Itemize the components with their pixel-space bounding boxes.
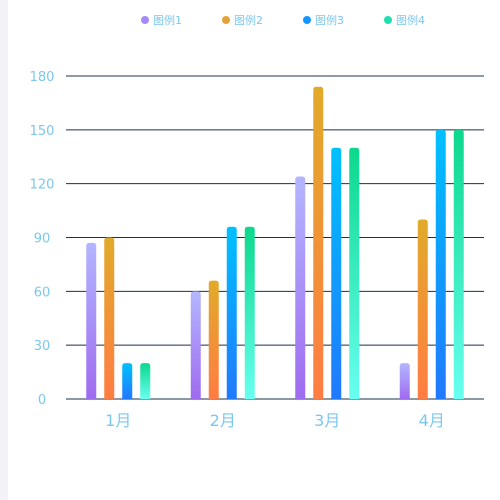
x-axis-tick-labels: 1月 2月 3月 4月 — [105, 411, 445, 430]
grid-lines — [66, 75, 484, 400]
legend-label: 图例3 — [315, 13, 344, 27]
legend-label: 图例2 — [234, 13, 263, 27]
bar-3-2[interactable] — [226, 226, 237, 399]
y-tick-label: 90 — [34, 232, 51, 247]
x-tick-label: 1月 — [105, 411, 131, 430]
legend-label: 图例1 — [153, 13, 182, 27]
bar-2-1[interactable] — [104, 237, 115, 400]
legend-item[interactable]: 图例4 — [384, 13, 425, 27]
bar-2-4[interactable] — [417, 219, 428, 399]
y-tick-label: 180 — [30, 70, 55, 85]
legend-item[interactable]: 图例2 — [222, 13, 263, 27]
y-tick-label: 0 — [38, 393, 46, 408]
y-tick-label: 150 — [30, 124, 55, 139]
legend-item[interactable]: 图例1 — [141, 13, 182, 27]
bar-4-2[interactable] — [244, 226, 255, 399]
bar-3-1[interactable] — [122, 363, 133, 399]
left-edge-strip — [0, 0, 8, 500]
legend-swatch — [222, 16, 230, 24]
bar-4-1[interactable] — [140, 363, 151, 399]
bar-1-2[interactable] — [190, 291, 201, 399]
legend-swatch — [303, 16, 311, 24]
bar-2-3[interactable] — [313, 86, 324, 400]
y-tick-label: 60 — [34, 285, 51, 300]
bar-4-3[interactable] — [349, 147, 360, 399]
legend-item[interactable]: 图例3 — [303, 13, 344, 27]
x-tick-label: 2月 — [210, 411, 236, 430]
bar-1-3[interactable] — [295, 176, 306, 399]
bar-4-4[interactable] — [453, 129, 464, 400]
bar-3-4[interactable] — [435, 129, 446, 400]
bar-3-3[interactable] — [331, 147, 342, 399]
y-tick-label: 120 — [30, 178, 55, 193]
legend: 图例1 图例2 图例3 图例4 — [141, 13, 425, 27]
y-axis-tick-labels: 0 30 60 90 120 150 180 — [30, 70, 55, 408]
bars — [86, 86, 464, 400]
bar-1-1[interactable] — [86, 242, 97, 399]
legend-label: 图例4 — [396, 13, 425, 27]
x-tick-label: 4月 — [419, 411, 445, 430]
y-tick-label: 30 — [34, 339, 51, 354]
x-tick-label: 3月 — [314, 411, 340, 430]
bar-2-2[interactable] — [208, 280, 219, 399]
legend-swatch — [141, 16, 149, 24]
bar-1-4[interactable] — [399, 363, 410, 399]
legend-swatch — [384, 16, 392, 24]
